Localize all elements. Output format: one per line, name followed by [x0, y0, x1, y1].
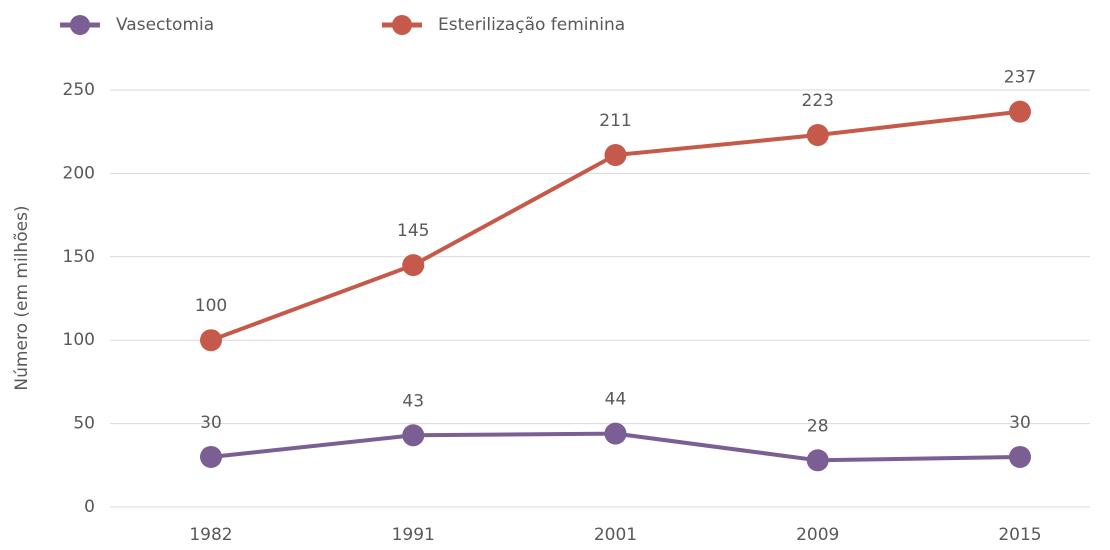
data-label: 30: [200, 413, 222, 433]
data-point: [1009, 100, 1031, 123]
y-tick-label: 50: [73, 414, 95, 434]
y-tick-label: 250: [63, 80, 95, 100]
y-tick-label: 100: [63, 330, 95, 350]
data-point: [1009, 445, 1031, 468]
data-label: 211: [599, 111, 631, 131]
data-label: 145: [397, 221, 429, 241]
x-tick-label: 2009: [796, 525, 839, 545]
data-label: 44: [605, 390, 627, 410]
data-label: 100: [195, 296, 227, 316]
x-tick-label: 1991: [392, 525, 435, 545]
data-label: 223: [802, 91, 834, 111]
legend-marker: [392, 15, 412, 35]
data-point: [402, 424, 425, 447]
data-point: [200, 445, 222, 468]
y-tick-label: 150: [63, 247, 95, 267]
data-point: [604, 422, 627, 445]
data-point: [402, 254, 425, 277]
legend-marker: [70, 15, 90, 35]
data-label: 43: [402, 391, 424, 411]
data-point: [604, 144, 627, 167]
data-label: 30: [1009, 413, 1031, 433]
data-point: [806, 449, 829, 472]
y-tick-label: 0: [84, 497, 95, 517]
data-label: 237: [1004, 68, 1036, 88]
x-tick-label: 1982: [189, 525, 232, 545]
data-label: 28: [807, 416, 829, 436]
y-tick-label: 200: [63, 163, 95, 183]
x-tick-label: 2015: [998, 525, 1041, 545]
x-tick-label: 2001: [594, 525, 637, 545]
data-point: [806, 124, 829, 147]
y-axis-label: Número (em milhões): [12, 205, 32, 390]
data-point: [200, 329, 222, 352]
legend-label: Esterilização feminina: [438, 15, 625, 35]
legend-label: Vasectomia: [116, 15, 214, 35]
